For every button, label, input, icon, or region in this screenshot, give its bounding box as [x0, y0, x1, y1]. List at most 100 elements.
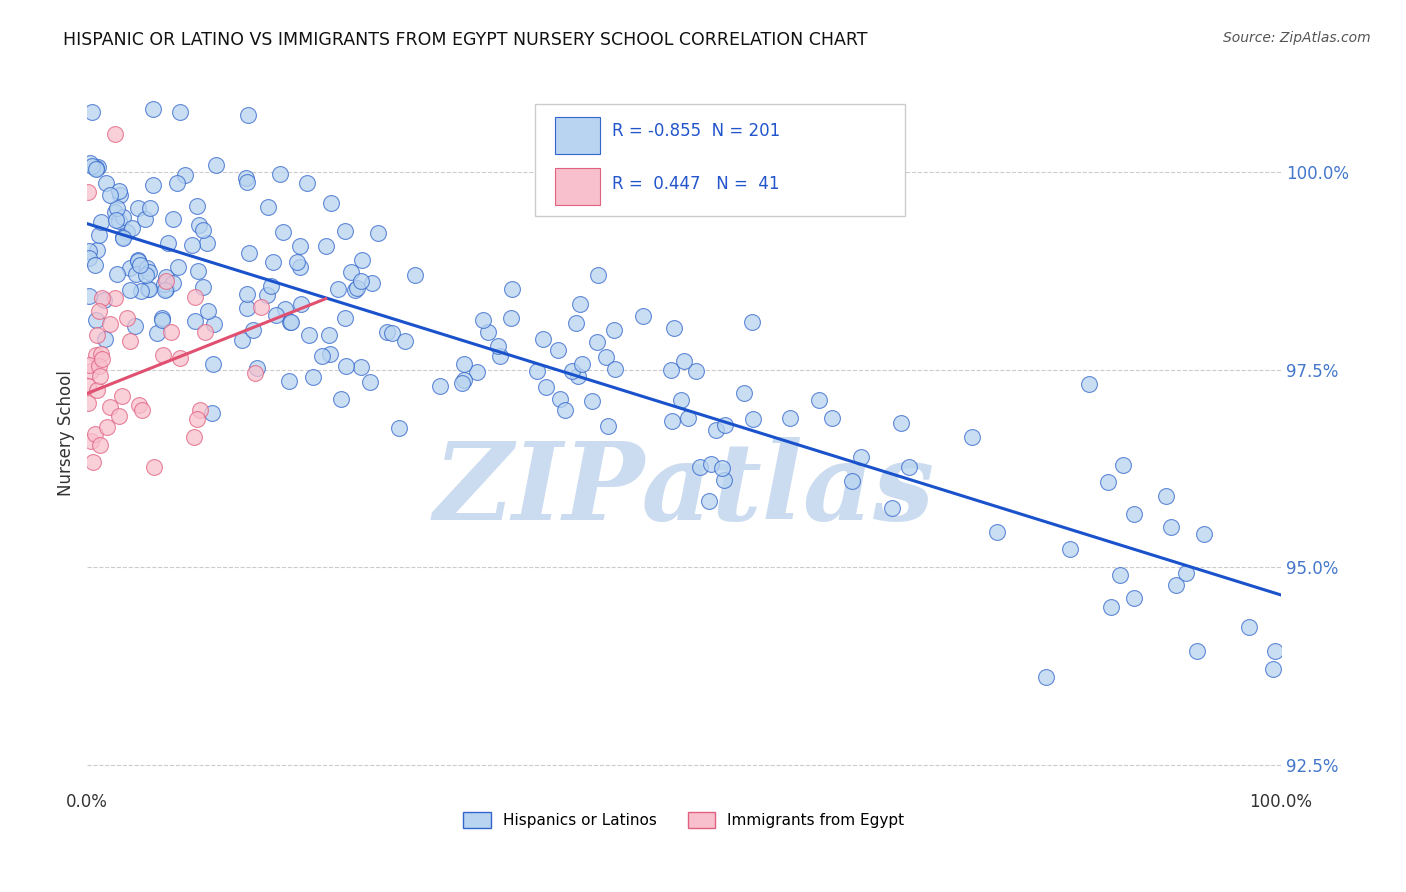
Point [352, 253, 374, 268]
Point [143, 460, 166, 475]
Point [186, 263, 208, 277]
Point [676, 410, 699, 425]
FancyBboxPatch shape [534, 103, 905, 216]
Point [631, 309, 654, 323]
Point [98, 317, 121, 331]
Point [526, 364, 548, 378]
Point [86, 328, 108, 343]
Point [554, 403, 576, 417]
Point [86, 243, 108, 257]
Point [115, 226, 138, 240]
Point [318, 327, 340, 342]
Point [120, 283, 142, 297]
Point [808, 393, 831, 408]
Point [231, 333, 253, 347]
Point [142, 178, 165, 192]
Point [169, 104, 191, 119]
Point [129, 284, 152, 298]
Point [547, 343, 569, 358]
Point [190, 403, 212, 417]
Point [311, 349, 333, 363]
Point [375, 325, 398, 339]
Point [89, 303, 111, 318]
Point [321, 195, 343, 210]
Point [471, 313, 494, 327]
Point [277, 374, 299, 388]
Point [339, 265, 361, 279]
Point [87, 359, 110, 374]
Point [194, 325, 217, 339]
Point [453, 357, 475, 371]
Point [124, 318, 146, 333]
Point [111, 211, 134, 225]
Point [256, 288, 278, 302]
Point [127, 252, 149, 267]
Point [1099, 600, 1122, 615]
Point [1263, 662, 1285, 676]
Point [290, 297, 312, 311]
Point [271, 225, 294, 239]
Point [295, 176, 318, 190]
Point [108, 184, 131, 198]
Point [501, 282, 523, 296]
Point [285, 254, 308, 268]
Point [388, 421, 411, 435]
Point [319, 347, 342, 361]
Point [359, 376, 381, 390]
Point [201, 406, 224, 420]
Point [779, 411, 801, 425]
Point [288, 260, 311, 274]
Point [93, 293, 115, 307]
Point [162, 276, 184, 290]
Text: R = -0.855  N = 201: R = -0.855 N = 201 [613, 122, 780, 140]
Point [741, 315, 763, 329]
Point [841, 474, 863, 488]
Point [453, 373, 475, 387]
Point [77, 185, 100, 199]
Point [1077, 376, 1099, 391]
Point [155, 274, 177, 288]
Legend: Hispanics or Latinos, Immigrants from Egypt: Hispanics or Latinos, Immigrants from Eg… [457, 806, 911, 834]
Point [250, 300, 273, 314]
Point [269, 167, 291, 181]
Point [897, 459, 920, 474]
Point [603, 323, 626, 337]
Point [333, 225, 356, 239]
Point [262, 255, 284, 269]
Point [350, 274, 373, 288]
Point [138, 265, 160, 279]
Point [1239, 620, 1261, 634]
Point [301, 369, 323, 384]
Point [80, 434, 103, 448]
Point [236, 175, 259, 189]
Point [343, 283, 366, 297]
Point [153, 277, 176, 291]
Point [79, 289, 101, 303]
Point [236, 287, 259, 301]
Point [1122, 507, 1144, 521]
Point [197, 236, 219, 251]
Point [326, 282, 349, 296]
Point [350, 360, 373, 375]
Point [138, 282, 160, 296]
Point [129, 258, 152, 272]
Point [404, 268, 426, 282]
Point [489, 349, 512, 363]
Point [183, 430, 205, 444]
Point [90, 347, 112, 361]
Point [1264, 643, 1286, 657]
Point [360, 276, 382, 290]
Point [105, 268, 128, 282]
Point [243, 366, 266, 380]
Point [274, 302, 297, 317]
Point [169, 351, 191, 366]
Point [90, 291, 112, 305]
Point [108, 187, 131, 202]
Point [1194, 526, 1216, 541]
Point [477, 326, 499, 340]
Point [167, 260, 190, 274]
Point [86, 384, 108, 398]
Point [77, 379, 100, 393]
Point [155, 282, 177, 296]
Point [162, 212, 184, 227]
